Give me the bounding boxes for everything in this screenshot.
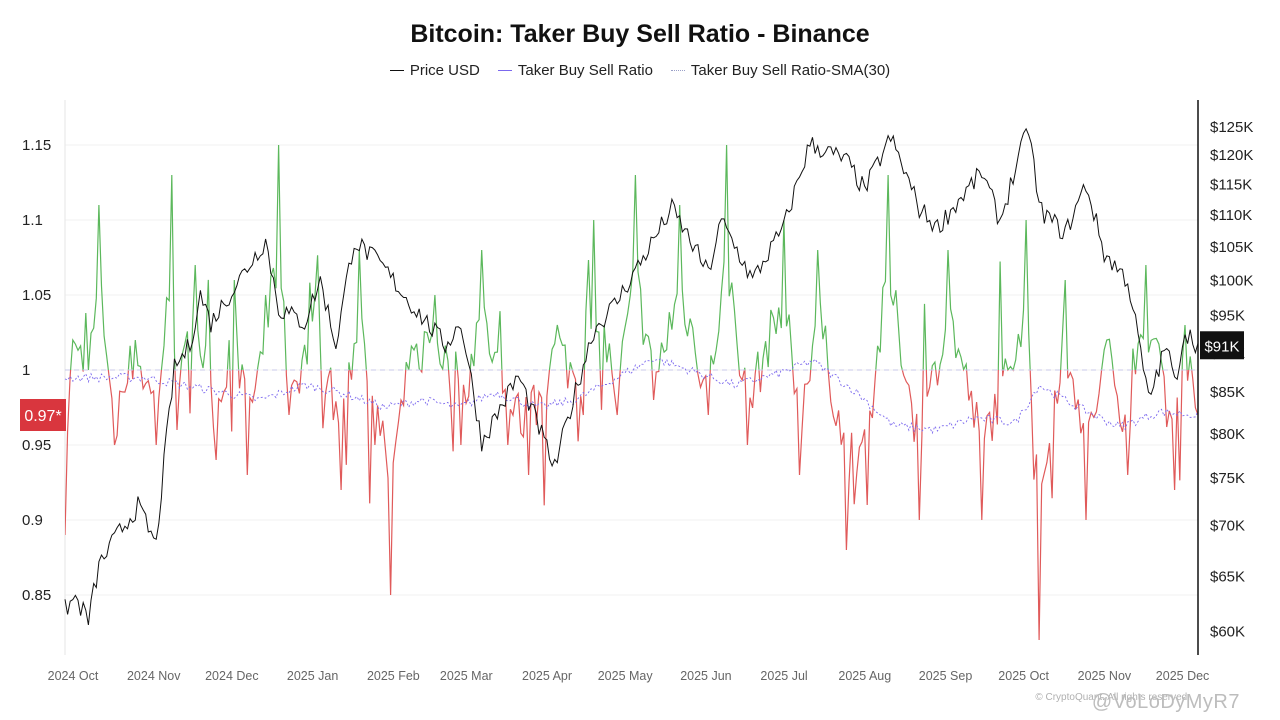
- legend-label-price: Price USD: [409, 62, 480, 79]
- y-tick-label-right: $75K: [1210, 470, 1245, 487]
- y-tick-label-left: 1.15: [22, 137, 51, 154]
- ratio-line-below: [65, 370, 1198, 641]
- legend-label-ratio: Taker Buy Sell Ratio: [517, 62, 653, 79]
- y-tick-label-left: 1.1: [22, 212, 43, 229]
- y-tick-label-right: $110K: [1210, 207, 1252, 224]
- x-tick-label: 2025 Jan: [287, 669, 338, 683]
- x-tick-label: 2024 Dec: [205, 669, 259, 683]
- legend-swatch-price: [389, 70, 404, 71]
- y-tick-label-right: $105K: [1210, 239, 1253, 256]
- y-tick-label-right: $80K: [1210, 426, 1245, 443]
- y-tick-label-right: $125K: [1210, 119, 1253, 136]
- watermark: @VoLoDyMyR7: [1091, 691, 1240, 713]
- x-tick-label: 2025 Mar: [440, 669, 493, 683]
- chart-legend: Price USD Taker Buy Sell Ratio Taker Buy…: [0, 62, 1280, 79]
- y-tick-label-left: 1.05: [22, 287, 51, 304]
- x-tick-label: 2025 Nov: [1078, 669, 1132, 683]
- x-tick-label: 2024 Nov: [127, 669, 181, 683]
- y-tick-label-right: $100K: [1210, 272, 1253, 289]
- x-tick-label: 2025 Apr: [522, 669, 572, 683]
- x-tick-label: 2025 Jul: [760, 669, 807, 683]
- current-ratio-badge: [20, 399, 66, 431]
- y-tick-label-right: $120K: [1210, 147, 1253, 164]
- y-tick-label-left: 0.95: [22, 437, 51, 454]
- current-price-badge: [1200, 331, 1244, 360]
- x-tick-label: 2025 May: [598, 669, 654, 683]
- x-tick-label: 2025 Dec: [1156, 669, 1210, 683]
- x-tick-label: 2025 Jun: [680, 669, 731, 683]
- legend-item-price[interactable]: Price USD: [389, 62, 480, 79]
- y-tick-label-left: 1: [22, 362, 30, 379]
- x-tick-label: 2025 Aug: [838, 669, 891, 683]
- y-tick-label-left: 0.9: [22, 512, 43, 529]
- y-tick-label-right: $65K: [1210, 569, 1245, 586]
- y-tick-label-right: $95K: [1210, 308, 1245, 325]
- x-tick-label: 2025 Oct: [998, 669, 1049, 683]
- legend-label-sma: Taker Buy Sell Ratio-SMA(30): [690, 62, 891, 79]
- legend-swatch-sma: [670, 70, 685, 71]
- y-tick-label-right: $70K: [1210, 518, 1245, 535]
- current-ratio-label: 0.97*: [24, 408, 61, 425]
- chart-title: Bitcoin: Taker Buy Sell Ratio - Binance: [410, 20, 870, 48]
- legend-item-sma[interactable]: Taker Buy Sell Ratio-SMA(30): [670, 62, 891, 79]
- legend-swatch-ratio: [497, 70, 512, 71]
- legend-item-ratio[interactable]: Taker Buy Sell Ratio: [497, 62, 653, 79]
- price-line: [64, 127, 1199, 625]
- sma-line: [64, 357, 1199, 435]
- copyright-text: © CryptoQuant. All rights reserved.: [1035, 692, 1190, 703]
- x-tick-label: 2025 Feb: [367, 669, 420, 683]
- current-price-label: $91K: [1204, 338, 1239, 355]
- y-tick-label-right: $115K: [1210, 176, 1252, 193]
- x-tick-label: 2024 Oct: [48, 669, 99, 683]
- y-tick-label-left: 0.85: [22, 587, 51, 604]
- y-tick-label-right: $60K: [1210, 624, 1245, 641]
- y-tick-label-right: $85K: [1210, 384, 1245, 401]
- ratio-line-above: [70, 144, 1193, 370]
- x-tick-label: 2025 Sep: [919, 669, 973, 683]
